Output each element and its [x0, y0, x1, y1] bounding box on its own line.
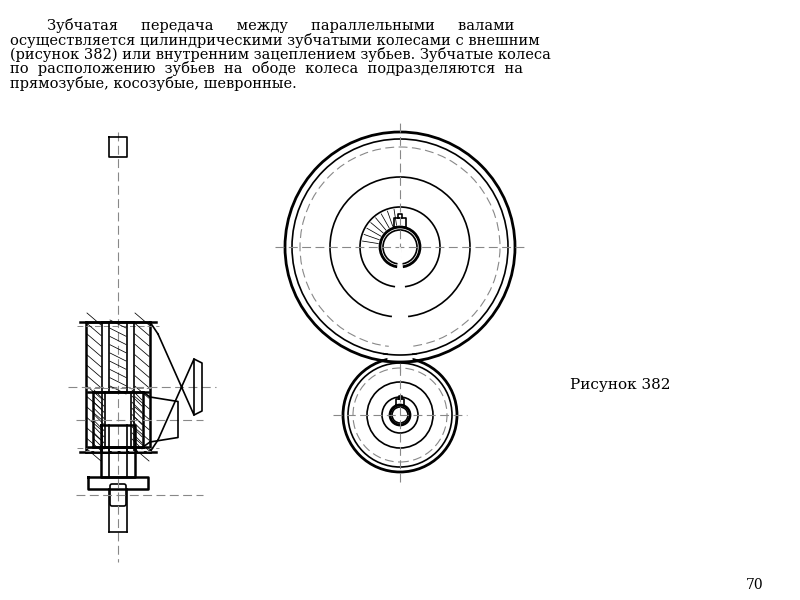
Text: прямозубые, косозубые, шевронные.: прямозубые, косозубые, шевронные. — [10, 76, 297, 91]
Polygon shape — [388, 247, 412, 362]
Text: осуществляется цилиндрическими зубчатыми колесами с внешним: осуществляется цилиндрическими зубчатыми… — [10, 32, 540, 47]
FancyBboxPatch shape — [110, 484, 126, 506]
Text: Зубчатая     передача     между     параллельными     валами: Зубчатая передача между параллельными ва… — [10, 18, 514, 33]
Text: по  расположению  зубьев  на  ободе  колеса  подразделяются  на: по расположению зубьев на ободе колеса п… — [10, 61, 523, 76]
Text: (рисунок 382) или внутренним зацеплением зубьев. Зубчатые колеса: (рисунок 382) или внутренним зацеплением… — [10, 47, 551, 62]
Text: Рисунок 382: Рисунок 382 — [570, 378, 670, 392]
Text: 70: 70 — [746, 578, 764, 592]
